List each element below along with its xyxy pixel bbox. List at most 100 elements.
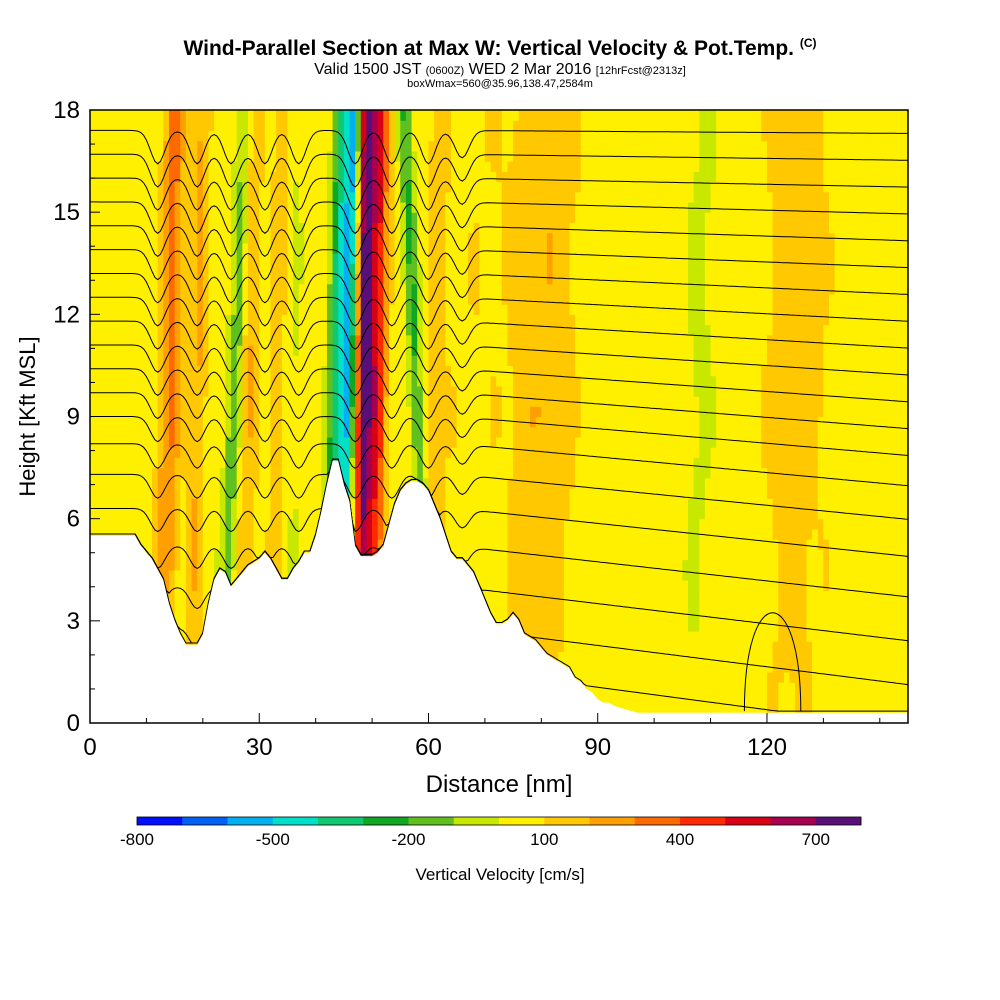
- velocity-cell: [225, 222, 232, 234]
- velocity-cell: [123, 365, 131, 377]
- velocity-cell: [106, 130, 114, 142]
- velocity-cell: [135, 375, 142, 387]
- velocity-cell: [462, 385, 469, 397]
- velocity-cell: [253, 396, 260, 407]
- velocity-cell: [360, 150, 368, 162]
- velocity-cell: [530, 610, 537, 622]
- velocity-cell: [270, 201, 277, 213]
- velocity-cell: [479, 569, 486, 581]
- velocity-cell: [123, 426, 131, 438]
- velocity-cell: [118, 314, 125, 326]
- velocity-cell: [411, 436, 418, 448]
- velocity-cell: [546, 539, 554, 550]
- velocity-cell: [417, 150, 424, 162]
- velocity-cell: [118, 130, 125, 142]
- velocity-cell: [242, 447, 249, 458]
- velocity-cell: [501, 539, 509, 550]
- velocity-cell: [202, 253, 210, 264]
- velocity-cell: [310, 253, 317, 264]
- velocity-cell: [163, 365, 170, 377]
- velocity-cell: [315, 304, 322, 315]
- velocity-cell: [326, 385, 334, 397]
- velocity-cell: [106, 263, 114, 275]
- velocity-cell: [129, 232, 136, 244]
- velocity-cell: [428, 181, 435, 193]
- velocity-cell: [236, 120, 243, 132]
- velocity-cell: [518, 110, 525, 121]
- velocity-cell: [106, 150, 114, 162]
- velocity-cell: [146, 416, 153, 428]
- velocity-cell: [152, 212, 159, 223]
- velocity-cell: [157, 181, 164, 193]
- velocity-cell: [106, 488, 114, 499]
- velocity-cell: [281, 477, 289, 489]
- velocity-cell: [439, 365, 447, 377]
- velocity-cell: [411, 222, 418, 234]
- velocity-cell: [349, 488, 356, 499]
- velocity-cell: [129, 293, 136, 305]
- velocity-cell: [501, 488, 509, 499]
- velocity-cell: [315, 436, 322, 448]
- velocity-cell: [106, 181, 114, 193]
- velocity-cell: [259, 528, 266, 540]
- velocity-cell: [360, 171, 368, 183]
- velocity-cell: [281, 110, 289, 121]
- velocity-cell: [513, 130, 520, 142]
- velocity-cell: [202, 283, 210, 295]
- velocity-cell: [445, 344, 452, 356]
- velocity-cell: [546, 416, 554, 428]
- velocity-cell: [456, 467, 463, 479]
- velocity-cell: [214, 120, 221, 132]
- velocity-cell: [197, 242, 204, 254]
- velocity-cell: [95, 171, 102, 183]
- velocity-cell: [535, 396, 542, 407]
- velocity-cell: [377, 488, 384, 499]
- velocity-cell: [168, 130, 176, 142]
- velocity-cell: [298, 273, 305, 285]
- velocity-cell: [202, 355, 210, 367]
- velocity-cell: [484, 518, 492, 530]
- velocity-cell: [355, 467, 362, 479]
- velocity-cell: [197, 457, 204, 469]
- velocity-cell: [95, 436, 102, 448]
- velocity-cell: [95, 324, 102, 336]
- velocity-cell: [451, 232, 458, 244]
- velocity-cell: [541, 110, 548, 121]
- velocity-cell: [518, 344, 525, 356]
- velocity-cell: [321, 212, 328, 223]
- velocity-cell: [456, 171, 463, 183]
- velocity-cell: [490, 150, 497, 162]
- velocity-cell: [530, 304, 537, 315]
- velocity-cell: [310, 477, 317, 489]
- velocity-cell: [185, 569, 193, 581]
- velocity-cell: [535, 201, 542, 213]
- velocity-cell: [242, 406, 249, 418]
- velocity-cell: [157, 324, 164, 336]
- velocity-cell: [355, 436, 362, 448]
- velocity-cell: [467, 263, 475, 275]
- velocity-cell: [530, 631, 537, 642]
- chart-subtitle: Valid 1500 JST (0600Z) WED 2 Mar 2016 [1…: [0, 61, 1000, 79]
- velocity-cell: [473, 508, 480, 520]
- velocity-cell: [168, 396, 176, 407]
- velocity-cell: [343, 263, 351, 275]
- velocity-cell: [439, 508, 447, 520]
- velocity-cell: [417, 181, 424, 193]
- velocity-cell: [293, 467, 300, 479]
- velocity-cell: [242, 263, 249, 275]
- velocity-cell: [332, 283, 339, 295]
- velocity-cell: [456, 222, 463, 234]
- velocity-cell: [180, 140, 187, 152]
- velocity-cell: [338, 232, 345, 244]
- velocity-cell: [123, 273, 131, 285]
- velocity-cell: [541, 457, 548, 469]
- velocity-cell: [185, 140, 193, 152]
- velocity-cell: [518, 140, 525, 152]
- velocity-cell: [225, 171, 232, 183]
- velocity-cell: [524, 283, 531, 295]
- velocity-cell: [405, 110, 413, 121]
- velocity-cell: [146, 324, 153, 336]
- velocity-cell: [123, 488, 131, 499]
- velocity-cell: [355, 406, 362, 418]
- velocity-cell: [417, 140, 424, 152]
